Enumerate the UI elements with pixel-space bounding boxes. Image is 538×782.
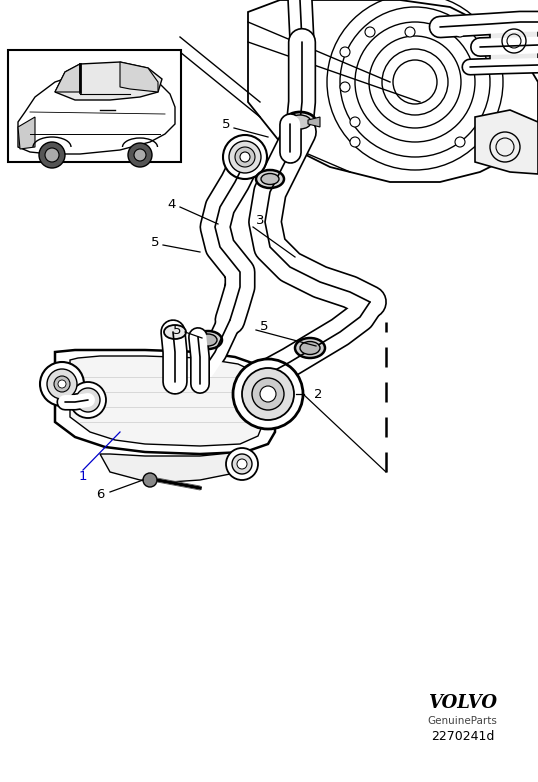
Text: 3: 3: [256, 214, 264, 228]
Text: VOLVO: VOLVO: [428, 694, 497, 712]
Circle shape: [143, 473, 157, 487]
Ellipse shape: [295, 338, 325, 358]
Circle shape: [365, 27, 375, 37]
Circle shape: [240, 152, 250, 162]
Polygon shape: [70, 356, 262, 446]
Ellipse shape: [256, 170, 284, 188]
Circle shape: [134, 149, 146, 161]
Polygon shape: [18, 117, 35, 149]
Circle shape: [233, 359, 303, 429]
Circle shape: [260, 386, 276, 402]
Circle shape: [128, 143, 152, 167]
Ellipse shape: [284, 112, 316, 132]
Circle shape: [40, 362, 84, 406]
Circle shape: [405, 27, 415, 37]
Text: 2: 2: [314, 388, 322, 400]
Circle shape: [340, 47, 350, 57]
Ellipse shape: [300, 342, 320, 354]
Ellipse shape: [194, 331, 222, 349]
Circle shape: [455, 27, 465, 37]
Circle shape: [54, 376, 70, 392]
Circle shape: [223, 135, 267, 179]
Circle shape: [76, 388, 100, 412]
Circle shape: [242, 368, 294, 420]
Circle shape: [455, 137, 465, 147]
Text: 5: 5: [260, 321, 268, 333]
Polygon shape: [18, 70, 175, 154]
Ellipse shape: [289, 115, 311, 129]
Polygon shape: [475, 110, 538, 174]
Circle shape: [58, 380, 66, 388]
Ellipse shape: [199, 334, 217, 346]
Bar: [490, 20, 538, 62]
Polygon shape: [55, 64, 80, 92]
Circle shape: [235, 147, 255, 167]
Ellipse shape: [261, 174, 279, 185]
Bar: [8, 50, 181, 162]
Circle shape: [350, 117, 360, 127]
Polygon shape: [100, 452, 240, 482]
Polygon shape: [308, 117, 320, 127]
Polygon shape: [55, 350, 275, 454]
Text: 4: 4: [168, 198, 176, 210]
Circle shape: [232, 454, 252, 474]
Text: 5: 5: [173, 324, 181, 336]
Text: 2270241d: 2270241d: [431, 730, 494, 743]
Text: 6: 6: [96, 487, 104, 500]
Text: GenuineParts: GenuineParts: [428, 716, 498, 726]
Circle shape: [45, 148, 59, 162]
Circle shape: [340, 82, 350, 92]
Circle shape: [47, 369, 77, 399]
Ellipse shape: [164, 325, 186, 339]
Circle shape: [237, 459, 247, 469]
Circle shape: [226, 448, 258, 480]
Polygon shape: [55, 62, 162, 100]
Text: 5: 5: [151, 235, 159, 249]
Polygon shape: [248, 0, 538, 182]
Circle shape: [350, 137, 360, 147]
Text: 5: 5: [222, 119, 230, 131]
Circle shape: [39, 142, 65, 168]
Circle shape: [252, 378, 284, 410]
Circle shape: [229, 141, 261, 173]
Circle shape: [70, 382, 106, 418]
Polygon shape: [120, 62, 158, 92]
Text: 1: 1: [79, 471, 87, 483]
